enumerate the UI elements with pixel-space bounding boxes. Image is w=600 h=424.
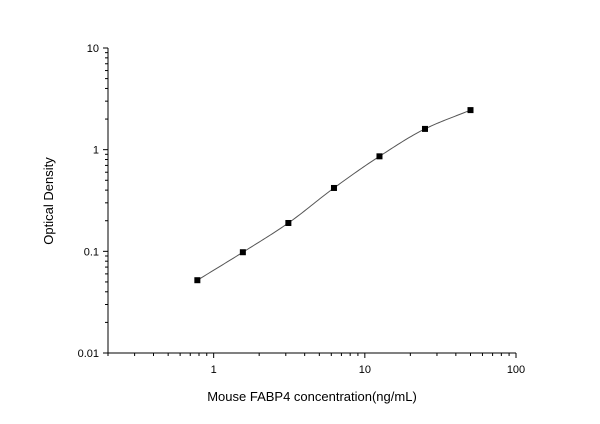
data-point (376, 153, 383, 160)
y-axis-title: Optical Density (41, 157, 56, 245)
data-points-layer (194, 107, 474, 284)
y-tick-label: 1 (93, 145, 99, 157)
y-tick-label: 10 (87, 43, 99, 55)
data-point (239, 249, 246, 256)
fit-curve-layer (197, 109, 471, 281)
y-tick-label: 0.1 (84, 246, 99, 258)
x-axis-title: Mouse FABP4 concentration(ng/mL) (207, 389, 417, 404)
data-point (285, 219, 292, 226)
axes (107, 48, 516, 354)
x-tick-label: 100 (507, 364, 525, 376)
x-tick-label: 1 (211, 364, 217, 376)
data-point (194, 277, 201, 284)
data-point (467, 107, 474, 114)
y-tick-label: 0.01 (78, 348, 99, 360)
ticks: 1 10 100 0.01 0.1 1 10 (78, 43, 526, 376)
data-point (330, 184, 337, 191)
fit-curve (197, 109, 471, 281)
x-tick-label: 10 (359, 364, 371, 376)
data-point (421, 125, 428, 132)
